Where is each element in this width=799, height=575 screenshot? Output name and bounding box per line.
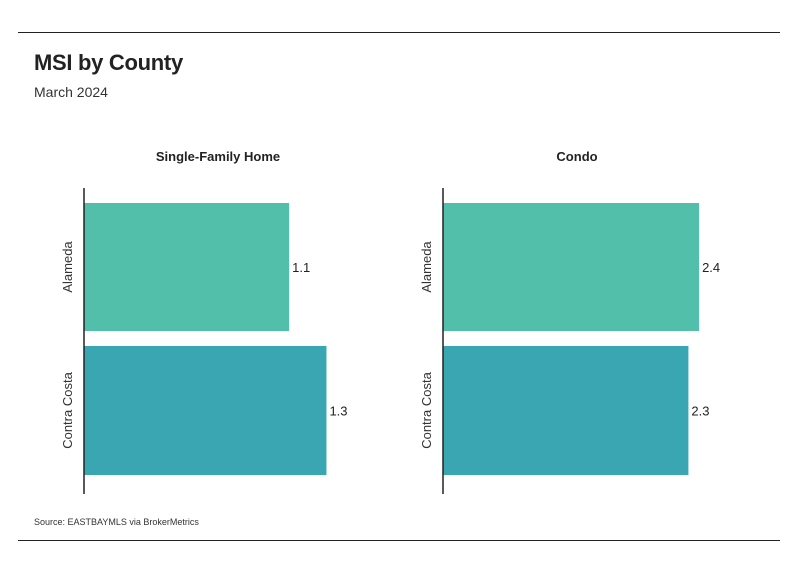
panel-title-condo: Condo	[556, 149, 598, 164]
category-label: Contra Costa	[419, 371, 434, 448]
bottom-rule	[18, 540, 780, 541]
chart-title: MSI by County	[34, 50, 183, 75]
bar-value-label: 1.1	[292, 260, 310, 275]
bar-value-label: 1.3	[329, 404, 347, 419]
bar-contra-costa	[443, 346, 689, 475]
bar-contra-costa	[84, 346, 327, 475]
category-label: Alameda	[419, 241, 434, 293]
source-note: Source: EASTBAYMLS via BrokerMetrics	[34, 517, 199, 527]
bar-value-label: 2.3	[691, 404, 709, 419]
category-label: Contra Costa	[60, 371, 75, 448]
chart-subtitle: March 2024	[34, 84, 108, 100]
bar-alameda	[84, 203, 290, 331]
bar-alameda	[443, 203, 700, 331]
top-rule	[18, 32, 780, 33]
bar-value-label: 2.4	[702, 260, 720, 275]
panel-title-single-family: Single-Family Home	[155, 149, 281, 164]
category-label: Alameda	[60, 241, 75, 293]
